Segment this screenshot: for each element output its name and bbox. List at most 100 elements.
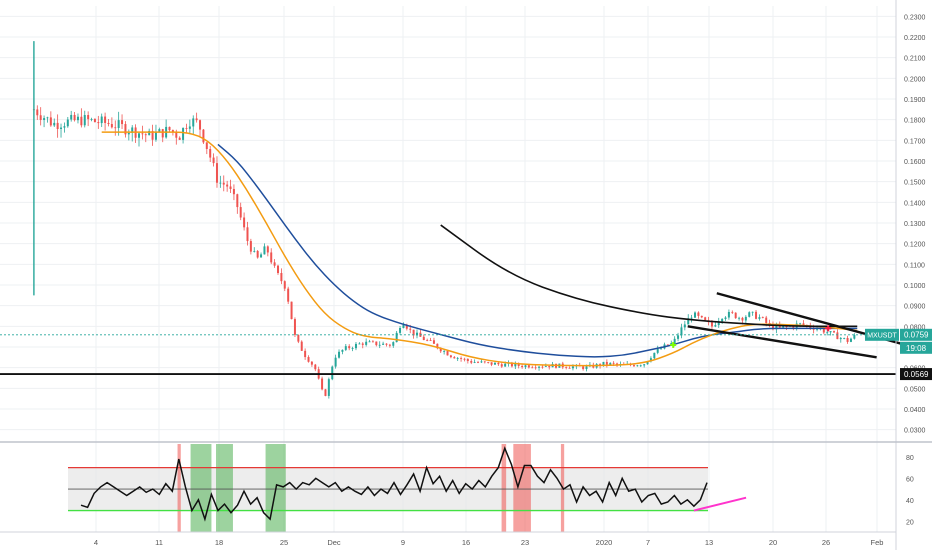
- candle-body[interactable]: [365, 341, 368, 345]
- candle[interactable]: [138, 132, 141, 147]
- candle-body[interactable]: [446, 351, 449, 356]
- candle-body[interactable]: [43, 118, 46, 120]
- candle-body[interactable]: [724, 317, 727, 319]
- candle-body[interactable]: [246, 227, 249, 242]
- candle-body[interactable]: [127, 132, 130, 135]
- candle-body[interactable]: [585, 366, 588, 370]
- candle[interactable]: [371, 340, 374, 343]
- candle[interactable]: [212, 153, 215, 167]
- candle[interactable]: [341, 349, 344, 355]
- candle-body[interactable]: [354, 343, 357, 349]
- candle[interactable]: [178, 136, 181, 140]
- candle-body[interactable]: [751, 311, 754, 313]
- candle-body[interactable]: [836, 332, 839, 340]
- candle[interactable]: [449, 354, 452, 359]
- candle-body[interactable]: [683, 324, 686, 328]
- candle-body[interactable]: [266, 246, 269, 253]
- candle-body[interactable]: [541, 366, 544, 368]
- candle-body[interactable]: [331, 366, 334, 380]
- candle-body[interactable]: [609, 362, 612, 365]
- candle-body[interactable]: [171, 130, 174, 133]
- candle-body[interactable]: [527, 365, 530, 368]
- candle[interactable]: [694, 311, 697, 318]
- candle[interactable]: [714, 322, 717, 328]
- candle-body[interactable]: [344, 346, 347, 350]
- candle-body[interactable]: [741, 317, 744, 321]
- candle-body[interactable]: [87, 115, 90, 120]
- candle-body[interactable]: [378, 344, 381, 346]
- candle[interactable]: [324, 388, 327, 397]
- candle[interactable]: [300, 340, 303, 351]
- candle[interactable]: [239, 202, 242, 221]
- candle[interactable]: [839, 336, 842, 343]
- candle-body[interactable]: [76, 116, 79, 121]
- candle[interactable]: [188, 119, 191, 133]
- candle[interactable]: [473, 359, 476, 364]
- candle-body[interactable]: [477, 362, 480, 363]
- candle-body[interactable]: [710, 322, 713, 327]
- candle[interactable]: [375, 341, 378, 347]
- candle[interactable]: [60, 123, 63, 138]
- rsi-line[interactable]: [80, 446, 708, 522]
- candle[interactable]: [260, 252, 263, 258]
- candle-body[interactable]: [399, 328, 402, 333]
- candle-body[interactable]: [799, 323, 802, 325]
- candle[interactable]: [290, 301, 293, 320]
- candle-body[interactable]: [70, 114, 73, 120]
- candle[interactable]: [97, 115, 100, 129]
- candle-body[interactable]: [341, 349, 344, 352]
- candle-body[interactable]: [117, 120, 120, 128]
- candle-body[interactable]: [463, 358, 466, 360]
- candle-body[interactable]: [568, 367, 571, 369]
- candle[interactable]: [154, 124, 157, 142]
- candle-body[interactable]: [232, 188, 235, 195]
- candle[interactable]: [385, 343, 388, 347]
- candle-body[interactable]: [73, 114, 76, 121]
- candle-body[interactable]: [846, 337, 849, 342]
- candle-body[interactable]: [761, 317, 764, 318]
- candle-body[interactable]: [80, 116, 83, 126]
- candle[interactable]: [73, 111, 76, 122]
- candle[interactable]: [843, 337, 846, 340]
- candle-body[interactable]: [748, 312, 751, 317]
- candle[interactable]: [734, 312, 737, 319]
- candle-body[interactable]: [93, 118, 96, 123]
- candle-body[interactable]: [158, 129, 161, 133]
- candle-body[interactable]: [178, 137, 181, 140]
- candle[interactable]: [202, 129, 205, 145]
- candle-body[interactable]: [534, 367, 537, 369]
- candle-body[interactable]: [782, 326, 785, 328]
- candle[interactable]: [463, 357, 466, 362]
- candle[interactable]: [287, 286, 290, 305]
- candle[interactable]: [422, 334, 425, 341]
- candle[interactable]: [270, 248, 273, 265]
- candle[interactable]: [416, 329, 419, 339]
- candle-body[interactable]: [202, 129, 205, 143]
- candle-body[interactable]: [36, 109, 39, 116]
- candle[interactable]: [365, 338, 368, 347]
- candle[interactable]: [263, 243, 266, 255]
- candle[interactable]: [538, 365, 541, 371]
- candle-body[interactable]: [239, 207, 242, 218]
- candle[interactable]: [643, 363, 646, 368]
- candle[interactable]: [758, 314, 761, 321]
- candle-body[interactable]: [666, 344, 669, 346]
- candle-body[interactable]: [46, 117, 49, 119]
- candle[interactable]: [63, 122, 66, 133]
- candle-body[interactable]: [449, 355, 452, 358]
- candle-body[interactable]: [138, 133, 141, 138]
- candle-body[interactable]: [480, 361, 483, 363]
- candle-body[interactable]: [56, 122, 59, 129]
- candle[interactable]: [548, 366, 551, 370]
- candle-body[interactable]: [334, 357, 337, 367]
- candle-body[interactable]: [300, 341, 303, 351]
- candle-body[interactable]: [717, 321, 720, 326]
- candle[interactable]: [727, 309, 730, 320]
- candle-body[interactable]: [839, 338, 842, 340]
- candle-body[interactable]: [643, 364, 646, 366]
- candle-body[interactable]: [293, 319, 296, 335]
- candle-body[interactable]: [277, 265, 280, 273]
- candle-body[interactable]: [704, 317, 707, 321]
- candle[interactable]: [310, 361, 313, 367]
